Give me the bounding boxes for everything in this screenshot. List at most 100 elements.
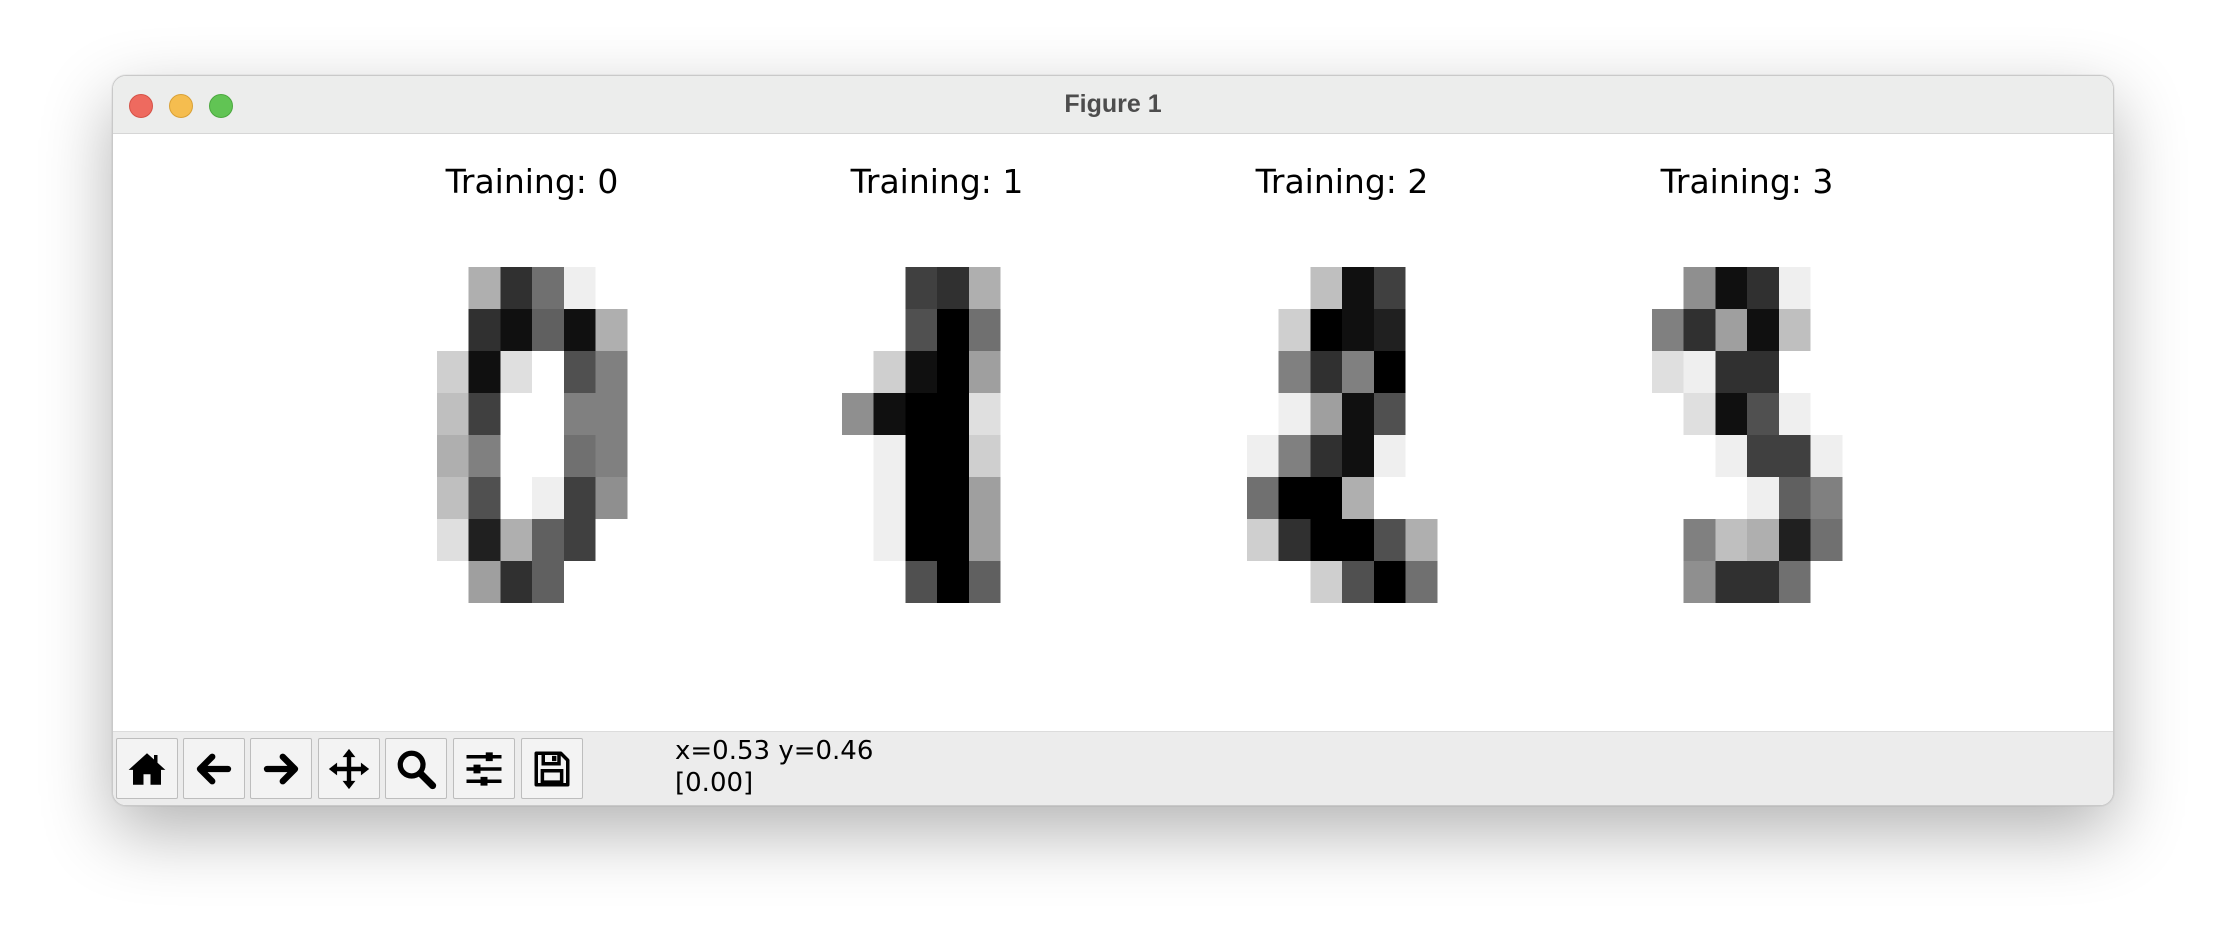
pixel-cell xyxy=(405,561,438,603)
pixel-cell xyxy=(841,435,875,478)
pixel-cell xyxy=(873,267,906,310)
pixel-cell xyxy=(873,519,906,562)
pixel-cell xyxy=(1342,435,1375,478)
pixel-cell xyxy=(1278,561,1311,603)
save-button[interactable] xyxy=(521,738,583,799)
pixel-cell xyxy=(405,477,438,520)
pixel-cell xyxy=(532,309,565,352)
pixel-cell xyxy=(1651,519,1685,562)
pixel-cell xyxy=(841,561,875,603)
figure-window: Figure 1 Training: 0 Training: 1 Trainin… xyxy=(112,75,2114,806)
pixel-cell xyxy=(968,393,1002,436)
pixel-cell xyxy=(1215,477,1248,520)
pixel-cell xyxy=(1000,435,1033,478)
pixel-cell xyxy=(1683,393,1716,436)
pixel-cell xyxy=(1620,309,1653,352)
pixel-cell xyxy=(627,477,659,520)
subplot-title: Training: 0 xyxy=(445,162,619,201)
pixel-cell xyxy=(968,267,1002,310)
pixel-cell xyxy=(810,477,843,520)
digit-image xyxy=(1215,267,1469,603)
pixel-cell xyxy=(595,267,628,310)
pixel-cell xyxy=(1842,477,1874,520)
digit-image xyxy=(1620,267,1874,603)
pixel-cell xyxy=(1842,561,1874,603)
pixel-cell xyxy=(500,477,533,520)
pixel-cell xyxy=(1437,519,1469,562)
pixel-cell xyxy=(1278,519,1311,562)
pixel-value-readout: [0.00] xyxy=(675,768,754,798)
pixel-cell xyxy=(405,435,438,478)
forward-button[interactable] xyxy=(250,738,312,799)
arrow-left-icon xyxy=(196,753,232,784)
pixel-cell xyxy=(468,561,501,603)
pixel-cell xyxy=(595,309,628,352)
pixel-cell xyxy=(905,561,938,603)
figure-canvas[interactable]: Training: 0 Training: 1 Training: 2 Trai… xyxy=(113,134,2113,731)
pixel-cell xyxy=(500,267,533,310)
back-button[interactable] xyxy=(183,738,245,799)
pixel-cell xyxy=(1683,519,1716,562)
pixel-cell xyxy=(1000,351,1033,394)
pixel-cell xyxy=(1651,309,1685,352)
minimize-window-button[interactable] xyxy=(169,94,193,118)
pixel-cell xyxy=(436,477,470,520)
pixel-cell xyxy=(563,435,597,478)
pixel-cell xyxy=(968,561,1002,603)
pixel-cell xyxy=(968,435,1002,478)
pixel-cell xyxy=(968,351,1002,394)
pixel-cell xyxy=(1778,267,1812,310)
pixel-cell xyxy=(1032,351,1064,394)
pixel-cell xyxy=(873,393,906,436)
pixel-cell xyxy=(1342,393,1375,436)
pixel-cell xyxy=(1620,561,1653,603)
pixel-cell xyxy=(1651,351,1685,394)
configure-subplots-button[interactable] xyxy=(453,738,515,799)
pixel-cell xyxy=(1620,477,1653,520)
pixel-cell xyxy=(905,309,938,352)
pixel-cell xyxy=(436,519,470,562)
pixel-cell xyxy=(937,309,970,352)
home-icon xyxy=(128,752,166,785)
pixel-cell xyxy=(937,561,970,603)
pixel-cell xyxy=(1810,351,1843,394)
pixel-cell xyxy=(905,477,938,520)
pixel-cell xyxy=(1778,351,1812,394)
pixel-cell xyxy=(1342,519,1375,562)
pixel-cell xyxy=(500,393,533,436)
pixel-cell xyxy=(1715,393,1748,436)
zoom-button[interactable] xyxy=(385,738,447,799)
close-window-button[interactable] xyxy=(129,94,153,118)
pixel-cell xyxy=(841,267,875,310)
home-button[interactable] xyxy=(116,738,178,799)
pixel-cell xyxy=(1620,435,1653,478)
pixel-cell xyxy=(1747,477,1780,520)
pixel-cell xyxy=(1032,267,1064,310)
pixel-cell xyxy=(841,309,875,352)
pixel-cell xyxy=(873,561,906,603)
pixel-cell xyxy=(1278,309,1311,352)
zoom-window-button[interactable] xyxy=(209,94,233,118)
pixel-cell xyxy=(468,435,501,478)
pixel-cell xyxy=(1405,435,1438,478)
pixel-cell xyxy=(1715,267,1748,310)
pan-button[interactable] xyxy=(318,738,380,799)
pixel-cell xyxy=(595,561,628,603)
pixel-cell xyxy=(810,393,843,436)
pixel-cell xyxy=(1032,393,1064,436)
pixel-cell xyxy=(1310,309,1343,352)
pixel-cell xyxy=(1437,561,1469,603)
pixel-cell xyxy=(405,267,438,310)
pixel-cell xyxy=(937,477,970,520)
sliders-icon xyxy=(466,751,502,786)
pixel-cell xyxy=(627,519,659,562)
pixel-cell xyxy=(563,477,597,520)
pixel-cell xyxy=(810,267,843,310)
pixel-cell xyxy=(1373,267,1407,310)
pixel-cell xyxy=(436,351,470,394)
pixel-cell xyxy=(1215,435,1248,478)
pixel-cell xyxy=(1683,561,1716,603)
pixel-cell xyxy=(1405,309,1438,352)
pixel-cell xyxy=(873,351,906,394)
pixel-cell xyxy=(1778,435,1812,478)
